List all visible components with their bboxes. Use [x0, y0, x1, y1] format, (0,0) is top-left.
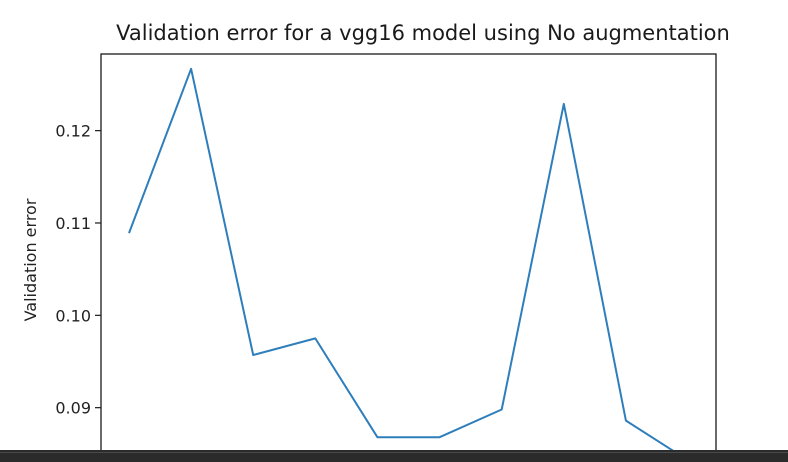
y-tick-label: 0.11 [55, 214, 91, 233]
chart-title: Validation error for a vgg16 model using… [116, 21, 730, 45]
y-tick-label: 0.09 [55, 399, 91, 418]
y-tick-label: 0.12 [55, 122, 91, 141]
plot-frame [100, 53, 717, 462]
series-group [128, 67, 689, 462]
series-line-0 [128, 67, 689, 462]
bottom-dark-strip [0, 450, 788, 462]
y-tick-label: 0.10 [55, 306, 91, 325]
bottom-strip-divider [0, 452, 788, 453]
y-axis-label: Validation error [21, 198, 40, 321]
y-axis: 0.09 0.10 0.11 0.12 [55, 122, 101, 418]
